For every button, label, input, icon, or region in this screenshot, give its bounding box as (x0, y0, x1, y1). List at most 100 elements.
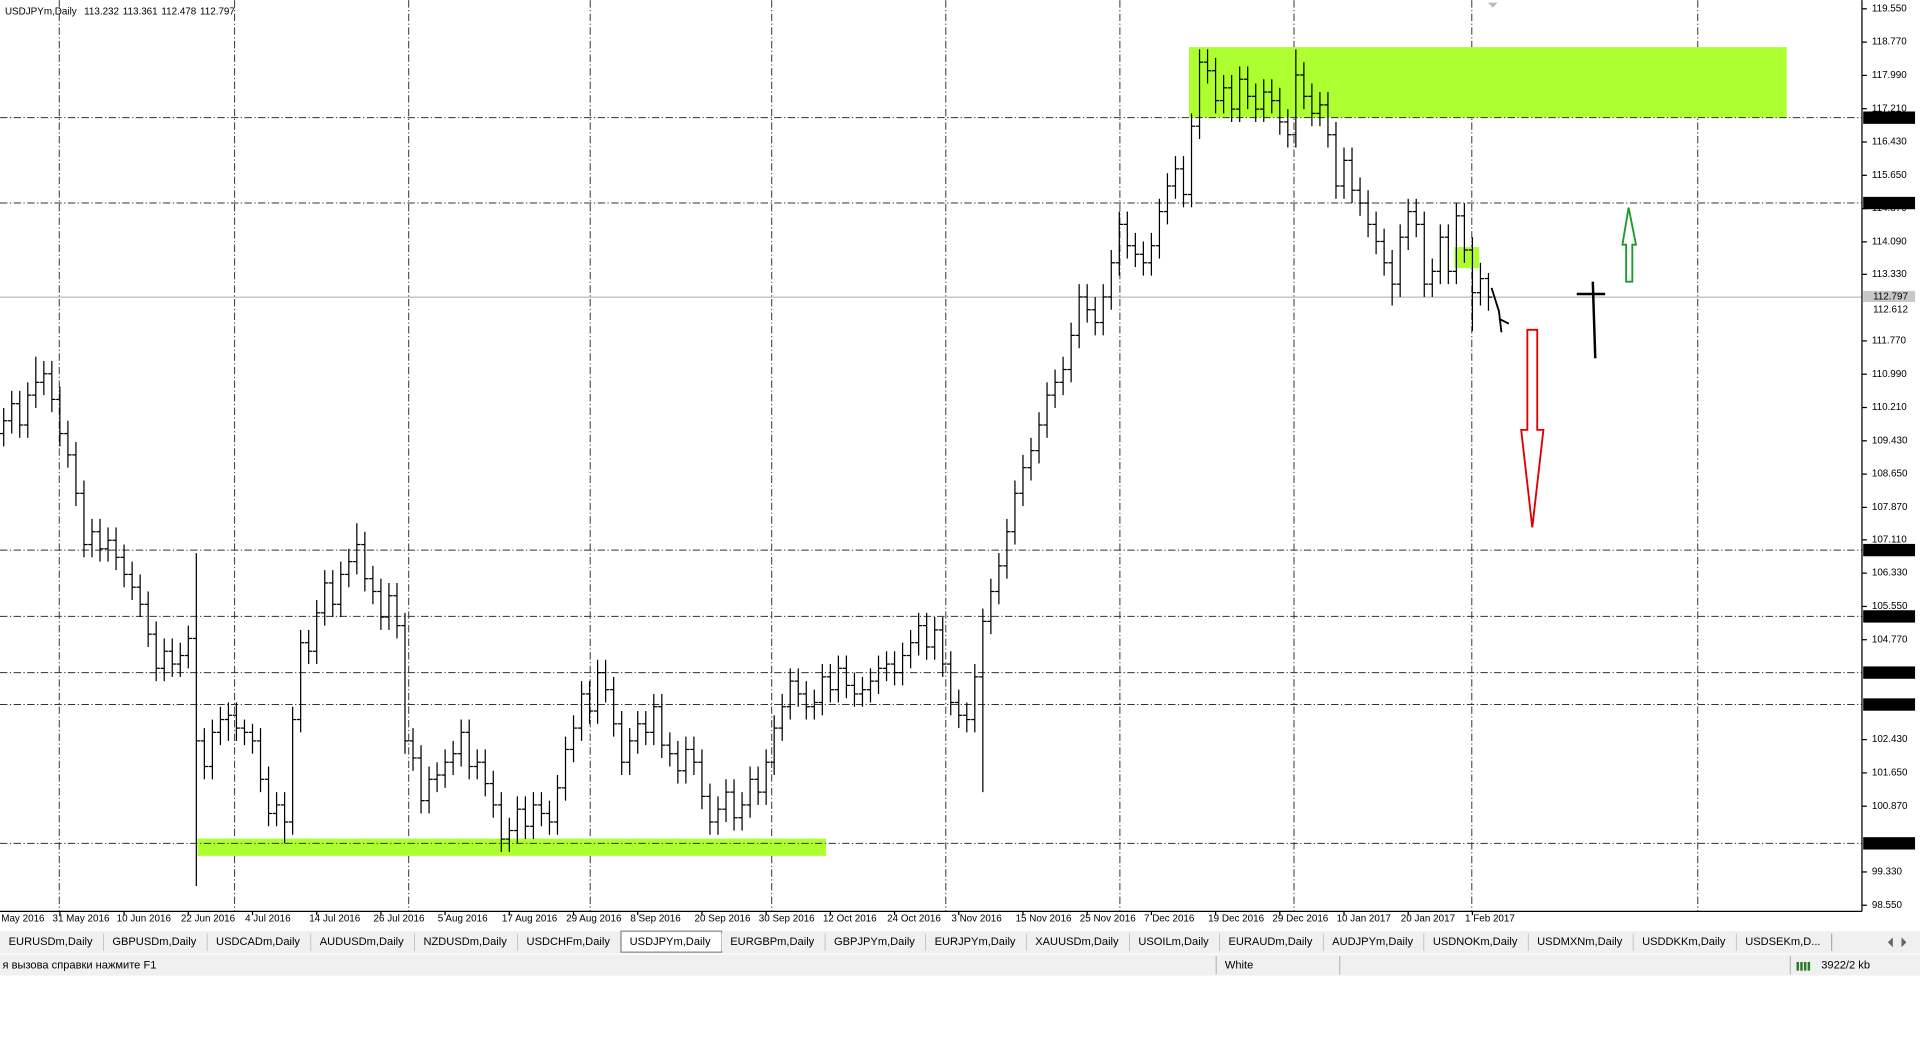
tab[interactable] (517, 932, 622, 951)
tab-label[interactable]: GBPUSDm,Daily (112, 936, 196, 948)
bar (216, 706, 225, 746)
bar (32, 356, 40, 408)
bar (288, 706, 297, 835)
bar (1284, 109, 1292, 148)
bar (1019, 454, 1027, 507)
level-label-box (1863, 111, 1916, 124)
tab-label[interactable]: USDDKKm,Daily (1642, 936, 1726, 948)
y-tick-label: 99.330 (1872, 867, 1903, 878)
tab-label[interactable]: USDCHFm,Daily (527, 936, 611, 948)
tab-label[interactable]: USDJPYm,Daily (630, 936, 711, 948)
level-label: 106.870 (1873, 545, 1909, 556)
x-tick-label: 12 Oct 2016 (823, 913, 877, 924)
level-label-box (1863, 698, 1916, 711)
tab-label[interactable]: USDCADm,Daily (216, 936, 300, 948)
tab-label[interactable]: GBPJPYm,Daily (834, 936, 915, 948)
bar (690, 736, 698, 776)
tab[interactable] (1424, 932, 1529, 951)
bar (786, 668, 794, 720)
x-tick-label: 25 Nov 2016 (1080, 913, 1136, 924)
bar (296, 629, 305, 733)
bar (1123, 211, 1132, 259)
bar (1195, 49, 1204, 140)
bar (842, 655, 851, 699)
bar (979, 608, 987, 793)
tab-label[interactable]: NZDUSDm,Daily (423, 936, 507, 948)
tab[interactable] (925, 932, 1027, 951)
tab[interactable] (1219, 932, 1324, 951)
tab-label[interactable]: USOILm,Daily (1138, 936, 1209, 948)
y-tick-label: 98.550 (1872, 900, 1903, 911)
tab-label[interactable]: USDNOKm,Daily (1433, 936, 1518, 948)
tab-label[interactable]: EURUSDm,Daily (9, 936, 93, 948)
tab-label[interactable]: EURJPYm,Daily (935, 936, 1016, 948)
x-tick-label: 30 Sep 2016 (759, 913, 815, 924)
tab-label[interactable]: EURGBPm,Daily (730, 936, 814, 948)
tab[interactable] (207, 932, 312, 951)
tab-label[interactable]: AUDJPYm,Daily (1332, 936, 1413, 948)
tab-label[interactable]: XAUUSDm,Daily (1035, 936, 1119, 948)
bar (1155, 198, 1164, 259)
y-tick-label: 106.330 (1872, 568, 1908, 579)
bar (1067, 322, 1075, 383)
bar (569, 715, 578, 763)
level-label-box (1863, 543, 1916, 557)
open: 113.232 (84, 6, 119, 17)
tab[interactable] (311, 932, 415, 951)
x-tick-label: 26 Jul 2016 (374, 913, 425, 924)
bar (698, 749, 706, 810)
bar (939, 617, 947, 677)
tab[interactable] (1026, 932, 1130, 951)
bar (1396, 224, 1404, 297)
bar (505, 817, 514, 852)
y-tick-label: 105.550 (1872, 601, 1908, 612)
y-tick-label: 119.550 (1872, 3, 1907, 14)
bar (192, 553, 201, 887)
bar (963, 702, 971, 733)
bar (232, 702, 241, 741)
level-label-box (1863, 666, 1916, 679)
tab[interactable] (1633, 932, 1737, 951)
bar (1179, 156, 1188, 208)
tab-label[interactable]: USDSEKm,D... (1745, 936, 1820, 948)
tab[interactable] (1736, 932, 1832, 951)
x-tick-label: 4 Jul 2016 (245, 913, 291, 924)
bar (1043, 382, 1051, 438)
tab[interactable] (1323, 932, 1425, 951)
tab[interactable] (1129, 932, 1220, 951)
bar (1035, 412, 1043, 464)
bar (1211, 57, 1220, 114)
tab[interactable] (721, 932, 826, 951)
bar (818, 664, 827, 716)
bar (136, 574, 144, 618)
bar (1051, 369, 1059, 408)
bar (658, 693, 666, 758)
tab-label[interactable]: USDMXNm,Daily (1537, 936, 1623, 948)
bar (650, 693, 658, 746)
bar (473, 749, 481, 780)
bar (682, 736, 690, 784)
bar (1324, 92, 1332, 148)
down-arrow (1520, 328, 1545, 528)
bar (64, 420, 72, 468)
x-tick-label: 19 Dec 2016 (1208, 913, 1264, 924)
x-tick-label: 3 Nov 2016 (951, 913, 1002, 924)
bar (176, 642, 184, 677)
tab[interactable] (1528, 932, 1634, 951)
x-tick-label: 29 Aug 2016 (566, 913, 622, 924)
tab-label[interactable]: AUDUSDm,Daily (320, 936, 404, 948)
tab[interactable] (825, 932, 926, 951)
y-tick-label: 113.330 (1872, 269, 1907, 280)
bar (321, 570, 329, 626)
bar (1171, 156, 1180, 199)
y-tick-label: 101.650 (1872, 768, 1908, 779)
tab-label[interactable]: EURAUDm,Daily (1228, 936, 1312, 948)
tab[interactable] (414, 932, 518, 951)
tab-scroll[interactable] (1887, 937, 1907, 948)
tab[interactable] (103, 932, 208, 951)
bar (393, 582, 401, 639)
bar (1468, 237, 1477, 332)
bar (200, 728, 209, 780)
tab[interactable] (0, 932, 104, 951)
price-scale: 119.550 118.770 117.990 117.210 116.430 115.6… (1, 3, 1916, 924)
